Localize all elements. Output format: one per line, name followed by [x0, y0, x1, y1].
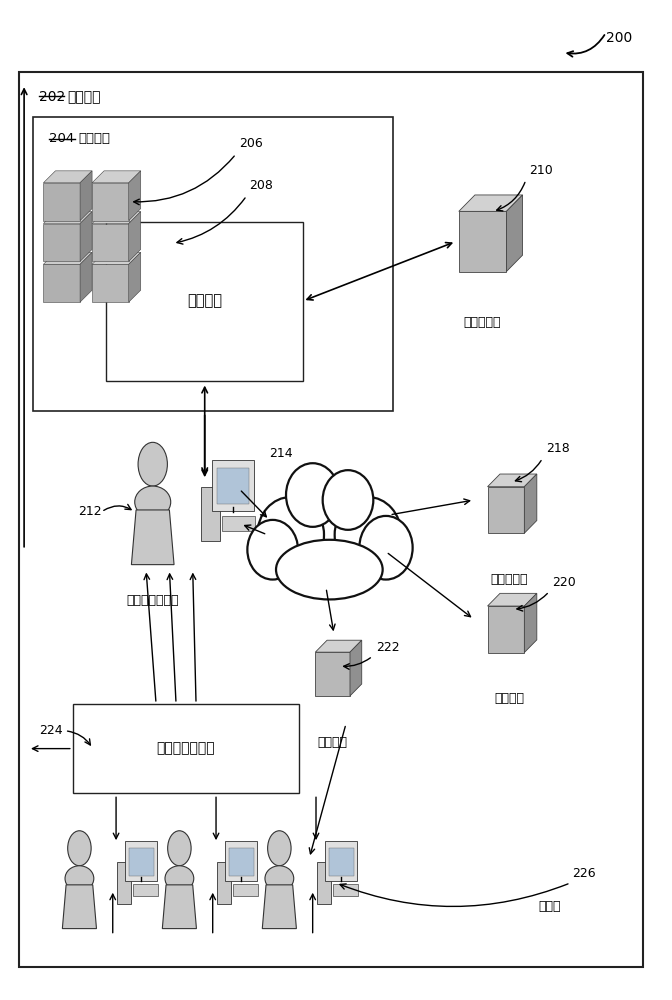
FancyBboxPatch shape [333, 884, 358, 896]
Polygon shape [487, 487, 524, 533]
Polygon shape [92, 212, 140, 224]
Polygon shape [350, 640, 362, 696]
Text: 通信应用: 通信应用 [187, 294, 222, 309]
Polygon shape [262, 885, 296, 929]
Text: 206: 206 [239, 137, 263, 150]
Polygon shape [92, 183, 129, 221]
FancyBboxPatch shape [216, 468, 249, 504]
Ellipse shape [265, 866, 294, 891]
Polygon shape [129, 171, 140, 221]
Ellipse shape [284, 477, 375, 573]
Polygon shape [524, 474, 537, 533]
Polygon shape [459, 195, 523, 211]
FancyBboxPatch shape [201, 487, 220, 541]
Text: 200: 200 [606, 31, 632, 45]
FancyBboxPatch shape [225, 841, 257, 881]
Text: 通信服务: 通信服务 [78, 132, 110, 145]
Text: 接收者: 接收者 [538, 900, 560, 913]
Text: 数据中心: 数据中心 [67, 90, 101, 104]
Polygon shape [44, 264, 80, 302]
Text: 226: 226 [573, 867, 596, 880]
FancyBboxPatch shape [216, 862, 231, 904]
Text: 网络驱动器: 网络驱动器 [491, 573, 528, 586]
Ellipse shape [360, 516, 413, 580]
Polygon shape [487, 606, 524, 653]
Text: 存储服务器: 存储服务器 [464, 316, 501, 329]
Polygon shape [92, 264, 129, 302]
Ellipse shape [247, 520, 298, 580]
Polygon shape [132, 510, 174, 565]
Polygon shape [80, 252, 92, 302]
Text: 进行发送的用户: 进行发送的用户 [126, 594, 179, 607]
Ellipse shape [165, 866, 194, 891]
Polygon shape [44, 183, 80, 221]
FancyBboxPatch shape [33, 117, 392, 410]
Polygon shape [487, 593, 537, 606]
FancyBboxPatch shape [329, 848, 354, 876]
Polygon shape [44, 212, 92, 224]
Text: 204: 204 [50, 132, 75, 145]
Ellipse shape [335, 497, 401, 573]
Text: 210: 210 [530, 164, 553, 177]
FancyBboxPatch shape [133, 884, 158, 896]
FancyBboxPatch shape [325, 841, 358, 881]
Polygon shape [92, 252, 140, 264]
Polygon shape [487, 474, 537, 487]
Polygon shape [129, 212, 140, 261]
Polygon shape [315, 652, 350, 696]
Polygon shape [163, 885, 196, 929]
Text: 218: 218 [546, 442, 570, 455]
Polygon shape [507, 195, 523, 272]
FancyBboxPatch shape [222, 516, 255, 531]
FancyBboxPatch shape [73, 704, 299, 793]
FancyBboxPatch shape [117, 862, 132, 904]
Polygon shape [44, 171, 92, 183]
Ellipse shape [276, 540, 382, 599]
Text: 具有附件的通信: 具有附件的通信 [157, 742, 215, 756]
Polygon shape [524, 593, 537, 653]
Ellipse shape [257, 497, 324, 573]
Ellipse shape [323, 470, 374, 530]
Polygon shape [80, 212, 92, 261]
Polygon shape [80, 171, 92, 221]
Polygon shape [92, 224, 129, 261]
Polygon shape [44, 224, 80, 261]
FancyBboxPatch shape [228, 848, 254, 876]
Text: 职业网络: 职业网络 [495, 692, 524, 705]
FancyBboxPatch shape [233, 884, 258, 896]
Text: 212: 212 [78, 505, 101, 518]
Ellipse shape [65, 866, 94, 891]
FancyBboxPatch shape [317, 862, 331, 904]
Polygon shape [459, 211, 507, 272]
Circle shape [167, 831, 191, 866]
Polygon shape [62, 885, 97, 929]
FancyBboxPatch shape [19, 72, 642, 967]
Text: 208: 208 [249, 179, 274, 192]
FancyBboxPatch shape [129, 848, 154, 876]
FancyBboxPatch shape [126, 841, 157, 881]
Circle shape [138, 442, 167, 486]
Text: 214: 214 [269, 447, 293, 460]
Text: 224: 224 [39, 724, 62, 737]
Text: 社交网络: 社交网络 [318, 736, 347, 749]
Circle shape [68, 831, 91, 866]
Polygon shape [129, 252, 140, 302]
Ellipse shape [286, 463, 339, 527]
Polygon shape [44, 252, 92, 264]
Polygon shape [92, 171, 140, 183]
Polygon shape [315, 640, 362, 652]
Ellipse shape [134, 486, 171, 518]
Text: 222: 222 [376, 641, 400, 654]
FancyBboxPatch shape [212, 460, 253, 511]
Text: 202: 202 [40, 90, 66, 104]
FancyBboxPatch shape [106, 222, 302, 381]
Circle shape [267, 831, 291, 866]
Text: 220: 220 [552, 576, 577, 589]
